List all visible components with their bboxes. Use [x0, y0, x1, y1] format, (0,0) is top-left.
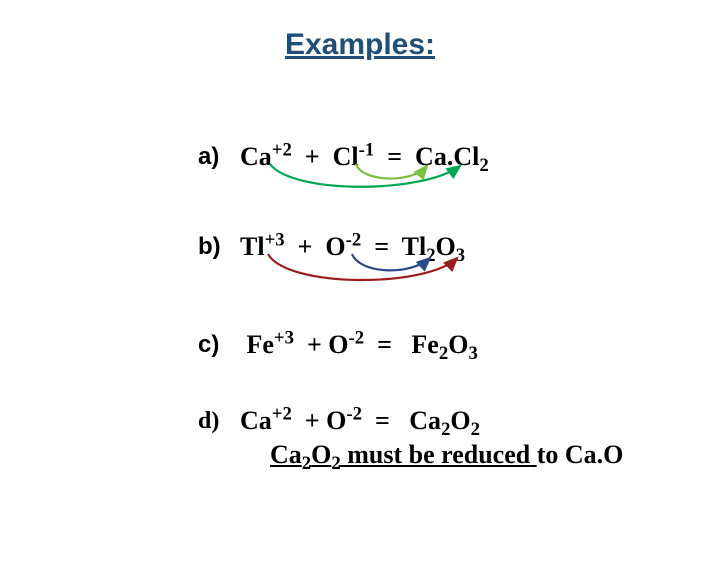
note-o: O	[311, 440, 331, 469]
equation-b: Tl+3 + O-2 = Tl2O3	[240, 232, 465, 262]
product-left-a: Ca.	[415, 142, 453, 171]
label-b: b)	[198, 233, 236, 261]
cation-charge-a: +2	[272, 139, 292, 160]
anion-sup-c: -2	[349, 327, 365, 348]
cation-d: Ca	[240, 406, 272, 435]
example-c: c) Fe+3 + O-2 = Fe2O3	[198, 330, 478, 360]
product-right-b: O	[436, 232, 456, 261]
label-d: d)	[198, 408, 236, 435]
cation-a: Ca	[240, 142, 272, 171]
anion-c: O	[328, 330, 348, 359]
cation-sup-c: +3	[274, 327, 294, 348]
anion-d: O	[326, 406, 346, 435]
equation-a: Ca+2 + Cl-1 = Ca.Cl2	[240, 142, 489, 172]
product-sub2-c: 3	[468, 343, 477, 364]
example-b: b) Tl+3 + O-2 = Tl2O3	[198, 232, 465, 262]
anion-charge-b: -2	[346, 229, 362, 250]
product-right-a: Cl	[453, 142, 479, 171]
note-ca: Ca	[270, 440, 302, 469]
cation-charge-b: +3	[265, 229, 285, 250]
cation-b: Tl	[240, 232, 265, 261]
product-left-b: Tl	[402, 232, 427, 261]
product-sub1-c: 2	[439, 343, 448, 364]
product-right-sub-b: 3	[456, 245, 465, 266]
equation-c: Fe+3 + O-2 = Fe2O3	[240, 330, 478, 360]
page-title: Examples:	[0, 28, 720, 62]
cation-c: Fe	[247, 330, 274, 359]
anion-sup-d: -2	[346, 403, 362, 424]
anion-charge-a: -1	[359, 139, 375, 160]
product-sub-a: 2	[479, 155, 488, 176]
note-tail: to Ca.O	[537, 440, 624, 469]
example-d: d) Ca+2 + O-2 = Ca2O2	[198, 406, 480, 436]
note-sub1: 2	[302, 453, 311, 474]
product-sub2-d: 2	[471, 419, 480, 440]
anion-b: O	[325, 232, 345, 261]
product-mid-c: O	[448, 330, 468, 359]
note-rest: must be reduced	[341, 440, 530, 469]
reduction-note: Ca2O2 must be reduced to Ca.O	[270, 440, 623, 470]
equation-d: Ca+2 + O-2 = Ca2O2	[240, 406, 480, 436]
label-a: a)	[198, 143, 236, 171]
product-d: Ca	[409, 406, 441, 435]
label-c: c)	[198, 331, 236, 359]
example-a: a) Ca+2 + Cl-1 = Ca.Cl2	[198, 142, 489, 172]
product-left-sub-b: 2	[426, 245, 435, 266]
note-sub2: 2	[331, 453, 340, 474]
product-mid-d: O	[450, 406, 470, 435]
product-c: Fe	[411, 330, 438, 359]
cation-sup-d: +2	[272, 403, 292, 424]
anion-a: Cl	[333, 142, 359, 171]
